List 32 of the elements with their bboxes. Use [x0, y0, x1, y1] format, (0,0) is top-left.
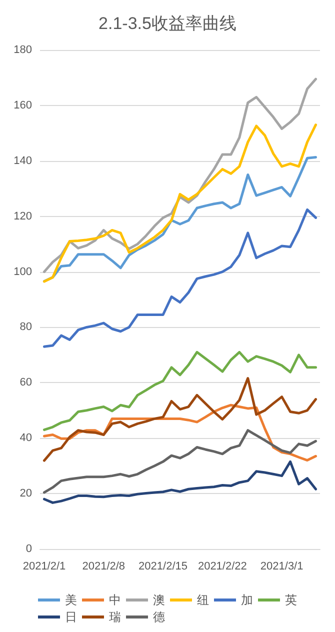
x-tick-label: 2021/2/15: [138, 560, 188, 572]
legend-label: 美: [65, 593, 77, 607]
legend-label: 日: [65, 610, 77, 624]
y-tick-label: 160: [14, 99, 32, 112]
y-tick-label: 0: [26, 543, 32, 555]
line-series: [42, 376, 318, 462]
x-tick-label: 2021/2/8: [82, 560, 126, 572]
legend-label: 瑞: [109, 610, 121, 624]
legend-label: 中: [109, 593, 121, 607]
x-tick-label: 2021/2/22: [198, 560, 247, 572]
line-series: [42, 429, 318, 494]
line-series: [42, 124, 318, 283]
y-tick-label: 120: [14, 210, 32, 222]
legend-label: 纽: [197, 593, 209, 607]
line-series: [42, 156, 318, 282]
y-tick-label: 80: [20, 321, 32, 334]
legend-label: 英: [285, 593, 297, 607]
y-tick-label: 100: [14, 266, 32, 278]
y-tick-label: 180: [14, 44, 32, 56]
x-tick-label: 2021/3/1: [260, 560, 304, 572]
line-series: [42, 350, 318, 432]
chart-title: 2.1-3.5收益率曲线: [98, 14, 236, 33]
y-tick-label: 140: [14, 154, 32, 167]
legend-label: 澳: [153, 593, 165, 607]
y-tick-label: 60: [20, 376, 32, 389]
line-series: [42, 460, 318, 504]
y-tick-label: 20: [20, 488, 32, 500]
line-series: [42, 208, 318, 348]
x-tick-label: 2021/2/1: [22, 560, 66, 572]
legend-label: 德: [153, 610, 165, 624]
y-tick-label: 40: [20, 432, 32, 444]
legend-label: 加: [241, 593, 253, 607]
